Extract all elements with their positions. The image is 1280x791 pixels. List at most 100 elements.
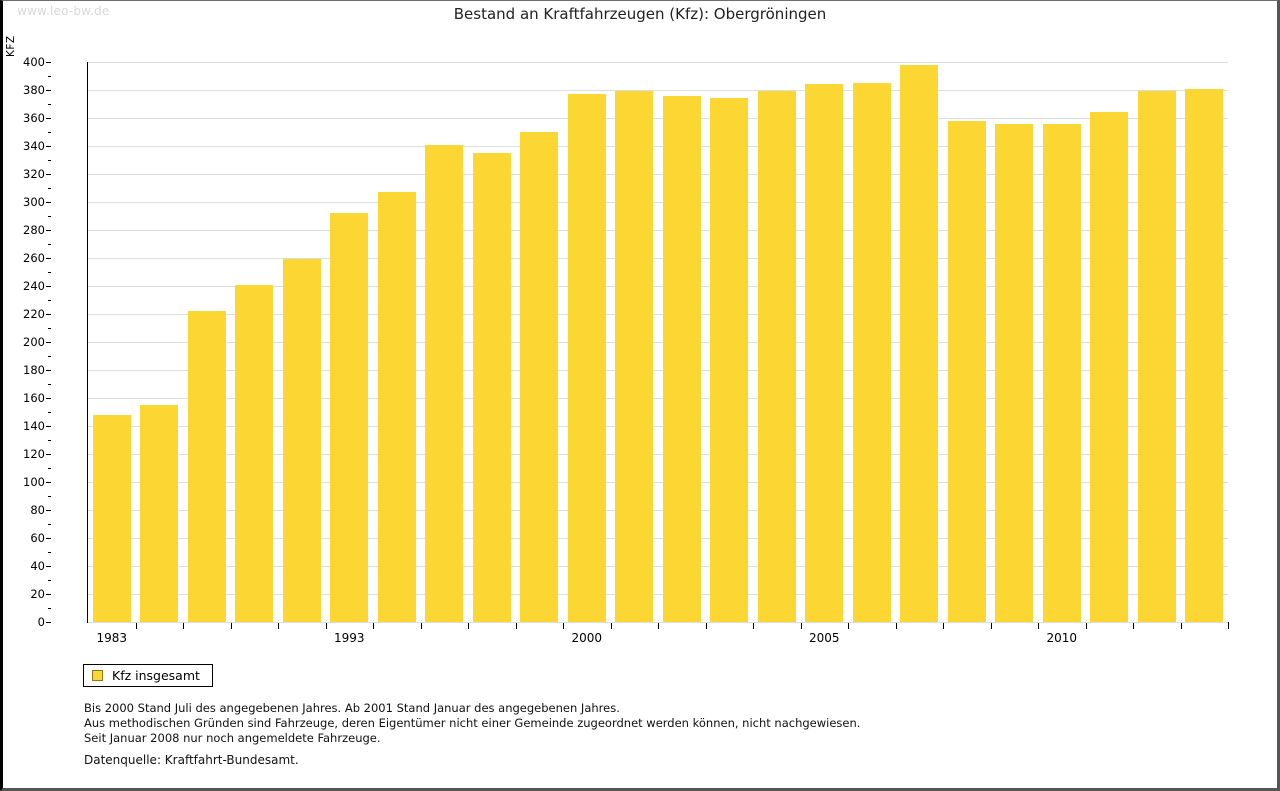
- x-axis-tick: [468, 623, 469, 629]
- y-axis-tick: [46, 454, 51, 455]
- x-axis-label: 2005: [808, 631, 840, 645]
- bar[interactable]: [520, 132, 559, 622]
- bar[interactable]: [92, 414, 131, 622]
- y-axis-minor-tick: [48, 356, 51, 357]
- legend-swatch-icon: [92, 670, 103, 681]
- bar[interactable]: [710, 98, 749, 622]
- bar[interactable]: [282, 259, 321, 622]
- bar[interactable]: [1137, 91, 1176, 622]
- x-axis-tick: [278, 623, 279, 629]
- bar[interactable]: [472, 153, 511, 622]
- x-axis-label: 2010: [1046, 631, 1078, 645]
- y-axis-minor-tick: [48, 328, 51, 329]
- x-axis-tick: [1180, 623, 1182, 629]
- y-axis-minor-tick: [48, 412, 51, 413]
- y-axis-tick: [46, 622, 51, 623]
- y-axis-minor-tick: [48, 300, 51, 301]
- x-axis-tick: [325, 623, 327, 629]
- y-axis-tick: [46, 566, 51, 567]
- gridline: [88, 538, 1228, 539]
- y-axis-label: 360: [23, 111, 45, 125]
- bar[interactable]: [995, 123, 1034, 622]
- y-axis-tick: [46, 538, 51, 539]
- y-axis-label: 380: [23, 83, 45, 97]
- y-axis-tick: [46, 482, 51, 483]
- watermark-text: www.leo-bw.de: [17, 4, 110, 18]
- bar[interactable]: [852, 83, 891, 622]
- bar[interactable]: [377, 192, 416, 622]
- x-axis-tick: [895, 623, 897, 629]
- y-axis-tick: [46, 174, 51, 175]
- gridline: [88, 118, 1228, 119]
- y-axis-tick: [46, 258, 51, 259]
- bar[interactable]: [330, 213, 369, 622]
- bar[interactable]: [1090, 112, 1129, 622]
- y-axis-tick: [46, 90, 51, 91]
- y-axis-tick: [46, 510, 51, 511]
- gridline: [88, 454, 1228, 455]
- y-axis-tick: [46, 286, 51, 287]
- y-axis-minor-tick: [48, 552, 51, 553]
- y-axis-tick: [46, 230, 51, 231]
- x-axis-tick: [990, 623, 992, 629]
- gridline: [88, 286, 1228, 287]
- bar[interactable]: [235, 284, 274, 622]
- y-axis-label: 140: [23, 419, 45, 433]
- gridline: [88, 342, 1228, 343]
- x-axis-tick: [848, 623, 849, 629]
- plot-area: [88, 62, 1228, 623]
- x-axis-label: 1993: [333, 631, 365, 645]
- y-axis-minor-tick: [48, 384, 51, 385]
- y-axis-label: 160: [23, 391, 45, 405]
- x-axis-tick: [1038, 623, 1039, 629]
- bar[interactable]: [757, 91, 796, 622]
- y-axis-label: 20: [30, 587, 45, 601]
- y-axis-minor-tick: [48, 496, 51, 497]
- x-axis-tick: [515, 623, 517, 629]
- y-axis-label: 60: [30, 531, 45, 545]
- bar[interactable]: [567, 94, 606, 622]
- bar[interactable]: [187, 311, 226, 622]
- bar[interactable]: [900, 64, 939, 622]
- x-axis-tick: [1133, 623, 1134, 629]
- gridline: [88, 482, 1228, 483]
- bar[interactable]: [615, 91, 654, 622]
- bar[interactable]: [1185, 88, 1224, 622]
- y-axis-label: 40: [30, 559, 45, 573]
- gridline: [88, 594, 1228, 595]
- y-axis-label: 280: [23, 223, 45, 237]
- y-axis-minor-tick: [48, 440, 51, 441]
- bar[interactable]: [425, 144, 464, 622]
- gridline: [88, 230, 1228, 231]
- bar[interactable]: [947, 120, 986, 622]
- x-axis-tick: [373, 623, 374, 629]
- x-axis-label: 2000: [571, 631, 603, 645]
- bar[interactable]: [805, 84, 844, 622]
- page-title: Bestand an Kraftfahrzeugen (Kfz): Obergr…: [453, 5, 827, 23]
- y-axis-minor-tick: [48, 188, 51, 189]
- y-axis-label: 320: [23, 167, 45, 181]
- y-axis-tick: [46, 314, 51, 315]
- gridline: [88, 566, 1228, 567]
- y-axis-tick: [46, 398, 51, 399]
- y-axis-minor-tick: [48, 608, 51, 609]
- x-axis-tick: [563, 623, 564, 629]
- chart-legend[interactable]: Kfz insgesamt: [83, 664, 213, 687]
- y-axis-label: 200: [23, 335, 45, 349]
- bar[interactable]: [662, 95, 701, 622]
- gridline: [88, 398, 1228, 399]
- y-axis-tick: [46, 62, 51, 63]
- y-axis-label: 0: [37, 615, 45, 629]
- footnote-line: Bis 2000 Stand Juli des angegebenen Jahr…: [84, 701, 620, 715]
- y-axis-minor-tick: [48, 244, 51, 245]
- bar[interactable]: [1042, 123, 1081, 622]
- x-axis-tick: [705, 623, 707, 629]
- y-axis-label: 100: [23, 475, 45, 489]
- gridline: [88, 202, 1228, 203]
- x-axis-tick: [420, 623, 422, 629]
- y-axis-minor-tick: [48, 524, 51, 525]
- y-axis-tick: [46, 202, 51, 203]
- x-axis-tick: [230, 623, 232, 629]
- bar[interactable]: [140, 405, 179, 622]
- x-axis-tick: [183, 623, 184, 629]
